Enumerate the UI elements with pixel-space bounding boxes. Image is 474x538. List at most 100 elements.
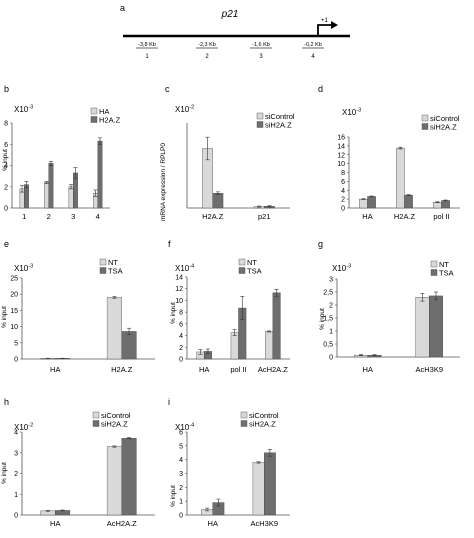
y-tick-label: 0 — [329, 355, 333, 362]
scale-factor: X10-2 — [175, 105, 194, 115]
category-label: AcH3K9 — [250, 519, 278, 528]
legend-label: siControl — [249, 411, 279, 420]
y-tick-label: 4 — [341, 188, 345, 195]
y-tick-label: 1 — [14, 492, 18, 499]
legend-label: siH2A.Z — [249, 420, 276, 429]
panel-label: f — [168, 239, 171, 249]
bar — [106, 446, 122, 516]
y-axis-label: % input — [1, 462, 8, 484]
bar — [230, 332, 239, 360]
category-label: HA — [362, 212, 372, 221]
legend-swatch — [90, 107, 98, 115]
category-label: AcH3K9 — [415, 365, 443, 374]
bar — [24, 184, 29, 209]
legend-label: NT — [439, 260, 449, 269]
legend-swatch — [92, 420, 100, 427]
category-label: pol II — [433, 212, 449, 221]
region-number: 1 — [145, 54, 149, 60]
y-tick-label: 3 — [179, 471, 183, 478]
panel-label: h — [4, 397, 9, 407]
promoter-region: -0,2 Kb 4 — [302, 42, 324, 60]
region-number: 2 — [205, 54, 209, 60]
panel-label: b — [4, 84, 9, 94]
bar — [106, 297, 122, 360]
promoter-region: -2,3 Kb 2 — [196, 42, 218, 60]
y-axis-label: mRNA expression / RPLP0 — [160, 143, 167, 221]
bar — [367, 196, 376, 209]
scale-factor: X10-2 — [14, 423, 33, 433]
y-tick-label: 10 — [337, 161, 345, 168]
y-tick-label: 16 — [337, 135, 345, 142]
panel-label: d — [318, 84, 323, 94]
legend-label: siControl — [430, 114, 460, 123]
y-tick-label: 6 — [179, 430, 183, 437]
category-label: HA — [50, 365, 60, 374]
legend-label: H2A.Z — [99, 116, 121, 125]
legend-label: siControl — [101, 411, 131, 420]
legend-swatch — [99, 258, 107, 266]
bar — [396, 147, 405, 209]
tss-label: +1 — [321, 18, 329, 24]
legend-label: TSA — [108, 267, 123, 276]
gene-name: p21 — [221, 9, 239, 20]
chart-panel-h: h X10-2 % input 0 1 2 3 4 HA AcH2A.Z siControlsiH2… — [1, 397, 155, 528]
y-tick-label: 1,5 — [323, 316, 333, 323]
category-label: AcH2A.Z — [258, 365, 288, 374]
legend-label: TSA — [439, 269, 454, 278]
y-tick-label: 3 — [329, 277, 333, 284]
y-tick-label: 5 — [179, 443, 183, 450]
panel-label-a: a — [120, 3, 125, 13]
promoter-region: -3,8 Kb 1 — [136, 42, 158, 60]
bar — [359, 198, 368, 209]
scale-base: X10 — [175, 105, 190, 114]
y-tick-label: 2 — [179, 345, 183, 352]
bar — [68, 186, 74, 209]
legend-label: siH2A.Z — [430, 123, 457, 132]
scale-exponent: -4 — [189, 423, 194, 429]
bar — [212, 193, 224, 209]
category-label: HA — [208, 519, 218, 528]
bar — [121, 438, 137, 516]
legend-swatch — [430, 269, 438, 276]
y-tick-label: 0 — [14, 513, 18, 520]
y-tick-label: 4 — [179, 333, 183, 340]
legend-swatch — [421, 114, 429, 122]
legend-label: NT — [247, 258, 257, 267]
scale-base: X10 — [332, 264, 347, 273]
scale-factor: X10-4 — [175, 264, 194, 274]
category-label: H2A.Z — [111, 365, 133, 374]
y-tick-label: 6 — [341, 179, 345, 186]
y-tick-label: 2 — [341, 197, 345, 204]
y-tick-label: 2 — [179, 485, 183, 492]
category-label: 4 — [96, 212, 100, 221]
legend-swatch — [240, 420, 248, 427]
legend-swatch — [430, 260, 438, 268]
bar — [121, 331, 137, 360]
y-tick-label: 0,5 — [323, 342, 333, 349]
scale-base: X10 — [342, 108, 357, 117]
y-tick-label: 10 — [10, 324, 18, 331]
region-position: -3,8 Kb — [138, 42, 156, 48]
legend-swatch — [90, 116, 98, 123]
category-label: HA — [50, 519, 60, 528]
category-label: 1 — [22, 212, 26, 221]
category-label: H2A.Z — [202, 212, 224, 221]
y-tick-label: 10 — [175, 298, 183, 305]
y-tick-label: 8 — [4, 121, 8, 128]
scale-factor: X10-3 — [14, 264, 33, 274]
category-label: pol II — [230, 365, 246, 374]
category-label: HA — [363, 365, 373, 374]
scale-exponent: -4 — [189, 264, 194, 270]
legend-label: NT — [108, 258, 118, 267]
bar — [265, 331, 274, 360]
legend-swatch — [240, 411, 248, 419]
y-tick-label: 0 — [179, 513, 183, 520]
panel-label: g — [318, 239, 323, 249]
y-tick-label: 5 — [14, 340, 18, 347]
